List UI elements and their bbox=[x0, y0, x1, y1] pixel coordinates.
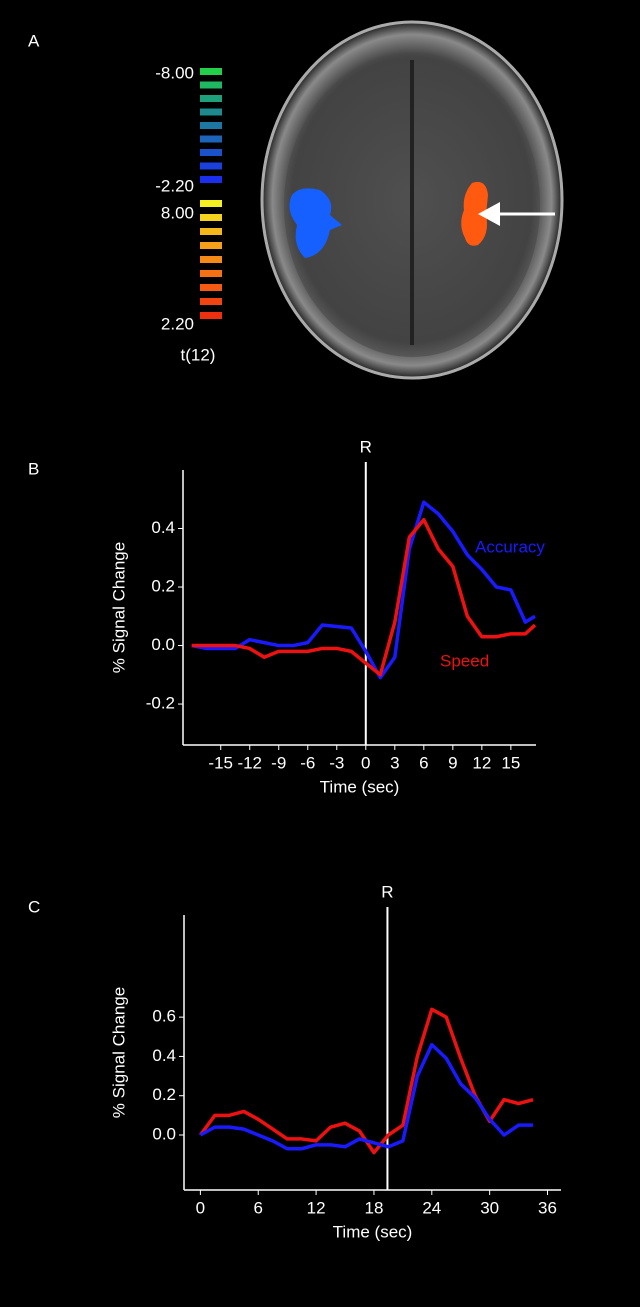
x-tick-label: 0 bbox=[361, 753, 370, 772]
figure: A -8.00 -2.20 8.00 2.20 t(12) B -0.2 0.0 0.2 0.4 -1… bbox=[0, 0, 640, 1307]
brain-image bbox=[262, 22, 562, 378]
y-tick-label: 0.6 bbox=[152, 1007, 176, 1026]
colorbar-label: 2.20 bbox=[161, 314, 194, 333]
colorbar-title: t(12) bbox=[181, 345, 216, 364]
x-tick-label: 0 bbox=[196, 1198, 205, 1217]
x-tick-label: -6 bbox=[300, 753, 315, 772]
panel-label: A bbox=[28, 31, 40, 50]
y-tick-label: 0.4 bbox=[151, 518, 175, 537]
annotation: R bbox=[360, 437, 372, 456]
x-tick-label: -3 bbox=[329, 753, 344, 772]
panel-label: C bbox=[28, 897, 40, 916]
colorbar-label: -2.20 bbox=[155, 176, 194, 195]
colorbar-segment bbox=[200, 82, 222, 89]
colorbar-label: -8.00 bbox=[155, 63, 194, 82]
x-tick-label: 12 bbox=[307, 1198, 326, 1217]
x-tick-label: 30 bbox=[480, 1198, 499, 1217]
y-tick-label: 0.4 bbox=[152, 1046, 176, 1065]
x-tick-label: 9 bbox=[448, 753, 457, 772]
series-label: Speed bbox=[440, 651, 489, 670]
x-axis-title: Time (sec) bbox=[320, 777, 400, 796]
y-tick-label: 0.0 bbox=[152, 1124, 176, 1143]
y-tick-label: 0.2 bbox=[151, 577, 175, 596]
annotation: R bbox=[381, 882, 393, 901]
y-tick-label: -0.2 bbox=[146, 694, 175, 713]
colorbar-segment bbox=[200, 200, 222, 207]
x-tick-label: 36 bbox=[538, 1198, 557, 1217]
x-tick-label: -15 bbox=[208, 753, 233, 772]
colorbar-segment bbox=[200, 270, 222, 277]
colorbar-segment bbox=[200, 68, 222, 75]
x-axis-title: Time (sec) bbox=[333, 1222, 413, 1241]
x-tick-label: 6 bbox=[419, 753, 428, 772]
colorbar-segment bbox=[200, 228, 222, 235]
colorbar-segment bbox=[200, 149, 222, 156]
y-axis-title: % Signal Change bbox=[109, 542, 128, 673]
x-tick-label: 24 bbox=[422, 1198, 441, 1217]
x-tick-label: 3 bbox=[390, 753, 399, 772]
colorbar-segment bbox=[200, 298, 222, 305]
x-tick-label: -12 bbox=[237, 753, 262, 772]
colorbar-segment bbox=[200, 214, 222, 221]
colorbar-segment bbox=[200, 242, 222, 249]
x-tick-label: 18 bbox=[364, 1198, 383, 1217]
colorbar-segment bbox=[200, 136, 222, 143]
y-tick-label: 0.0 bbox=[151, 635, 175, 654]
colorbar-segment bbox=[200, 95, 222, 102]
series-label: Accuracy bbox=[475, 537, 545, 556]
panel-label: B bbox=[28, 459, 39, 478]
colorbar-segment bbox=[200, 312, 222, 319]
colorbar-segment bbox=[200, 163, 222, 170]
colorbar-segment bbox=[200, 284, 222, 291]
colorbar-segment bbox=[200, 109, 222, 116]
colorbar-segment bbox=[200, 256, 222, 263]
x-tick-label: 15 bbox=[501, 753, 520, 772]
x-tick-label: 6 bbox=[254, 1198, 263, 1217]
colorbar-label: 8.00 bbox=[161, 203, 194, 222]
x-tick-label: 12 bbox=[472, 753, 491, 772]
y-tick-label: 0.2 bbox=[152, 1085, 176, 1104]
x-tick-label: -9 bbox=[271, 753, 286, 772]
page: A -8.00 -2.20 8.00 2.20 t(12) B -0.2 0.0 0.2 0.4 -1… bbox=[0, 0, 640, 1307]
colorbar-segment bbox=[200, 176, 222, 183]
colorbar-segment bbox=[200, 122, 222, 129]
y-axis-title: % Signal Change bbox=[109, 987, 128, 1118]
